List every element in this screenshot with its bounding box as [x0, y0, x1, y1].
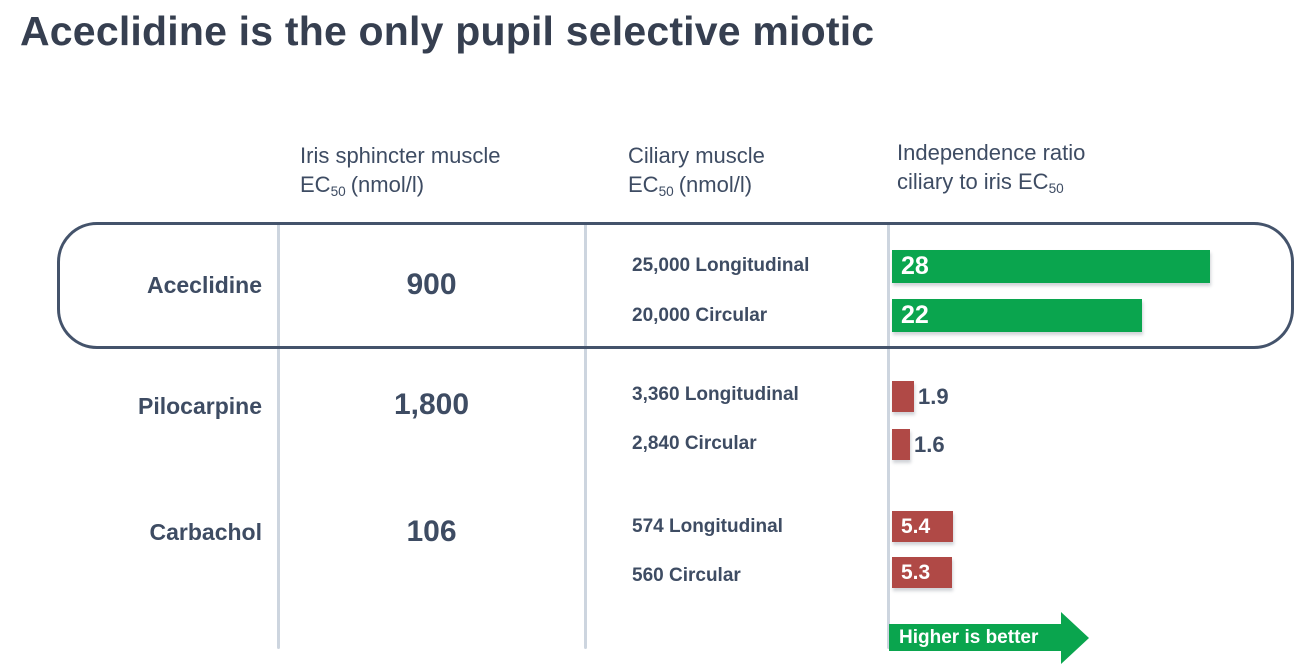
ratio-bar-row-carbachol-longitudinal: 5.4: [892, 511, 953, 542]
bar-value-label: 28: [901, 252, 929, 280]
drug-label-aceclidine: Aceclidine: [146, 272, 262, 298]
muscle-label-pilocarpine-circular: 2,840 Circular: [632, 433, 757, 454]
column-header-ratio-line2: ciliary to iris EC50: [897, 169, 1064, 196]
column-header-iris: Iris sphincter muscle EC50 (nmol/l): [300, 141, 501, 206]
ratio-bar-pilocarpine-longitudinal: [892, 381, 914, 412]
column-header-iris-line2: EC50 (nmol/l): [300, 172, 425, 199]
ratio-bar-carbachol-circular: 5.3: [892, 557, 952, 588]
bar-value-label: 22: [901, 301, 929, 329]
aceclidine-highlight-box: [57, 222, 1294, 349]
iris-ec50-pilocarpine: 1,800: [393, 388, 470, 421]
muscle-label-carbachol-circular: 560 Circular: [632, 565, 741, 586]
ratio-bar-row-pilocarpine-longitudinal: 1.9: [892, 381, 949, 412]
ratio-bar-aceclidine-longitudinal: 28: [892, 250, 1210, 283]
ratio-bar-row-carbachol-circular: 5.3: [892, 557, 952, 588]
column-header-ciliary-line1: Ciliary muscle: [628, 143, 765, 168]
iris-ec50-carbachol: 106: [406, 515, 457, 548]
column-header-ratio: Independence ratio ciliary to iris EC50: [897, 138, 1085, 203]
ratio-bar-row-aceclidine-circular: 22: [892, 299, 1142, 332]
iris-ec50-aceclidine: 900: [406, 268, 457, 301]
muscle-label-carbachol-longitudinal: 574 Longitudinal: [632, 516, 783, 537]
drug-label-carbachol: Carbachol: [149, 519, 262, 545]
column-header-ciliary-line2: EC50 (nmol/l): [628, 172, 753, 199]
higher-is-better-arrow: Higher is better: [889, 611, 1089, 664]
divider-bar-axis: [887, 223, 890, 649]
ratio-bar-row-aceclidine-longitudinal: 28: [892, 250, 1210, 283]
ratio-bar-carbachol-longitudinal: 5.4: [892, 511, 953, 542]
arrow-head-icon: [1061, 611, 1089, 664]
drug-label-pilocarpine: Pilocarpine: [138, 393, 262, 419]
arrow-label: Higher is better: [899, 626, 1039, 648]
column-header-ciliary: Ciliary muscle EC50 (nmol/l): [628, 141, 765, 206]
page-title: Aceclidine is the only pupil selective m…: [20, 8, 875, 54]
divider-iris-column: [584, 223, 587, 649]
bar-value-label: 1.9: [918, 383, 949, 409]
muscle-label-aceclidine-circular: 20,000 Circular: [632, 305, 768, 326]
bar-value-label: 5.4: [901, 514, 931, 538]
ratio-bar-pilocarpine-circular: [892, 429, 910, 460]
column-header-iris-line1: Iris sphincter muscle: [300, 143, 501, 168]
divider-drug-column: [277, 223, 280, 649]
column-header-ratio-line1: Independence ratio: [897, 140, 1086, 165]
ratio-bar-row-pilocarpine-circular: 1.6: [892, 429, 945, 460]
bar-value-label: 1.6: [914, 431, 945, 457]
muscle-label-pilocarpine-longitudinal: 3,360 Longitudinal: [632, 384, 799, 405]
bar-value-label: 5.3: [901, 560, 931, 584]
muscle-label-aceclidine-longitudinal: 25,000 Longitudinal: [632, 255, 810, 276]
ratio-bar-aceclidine-circular: 22: [892, 299, 1142, 332]
arrow-body: Higher is better: [889, 624, 1061, 651]
